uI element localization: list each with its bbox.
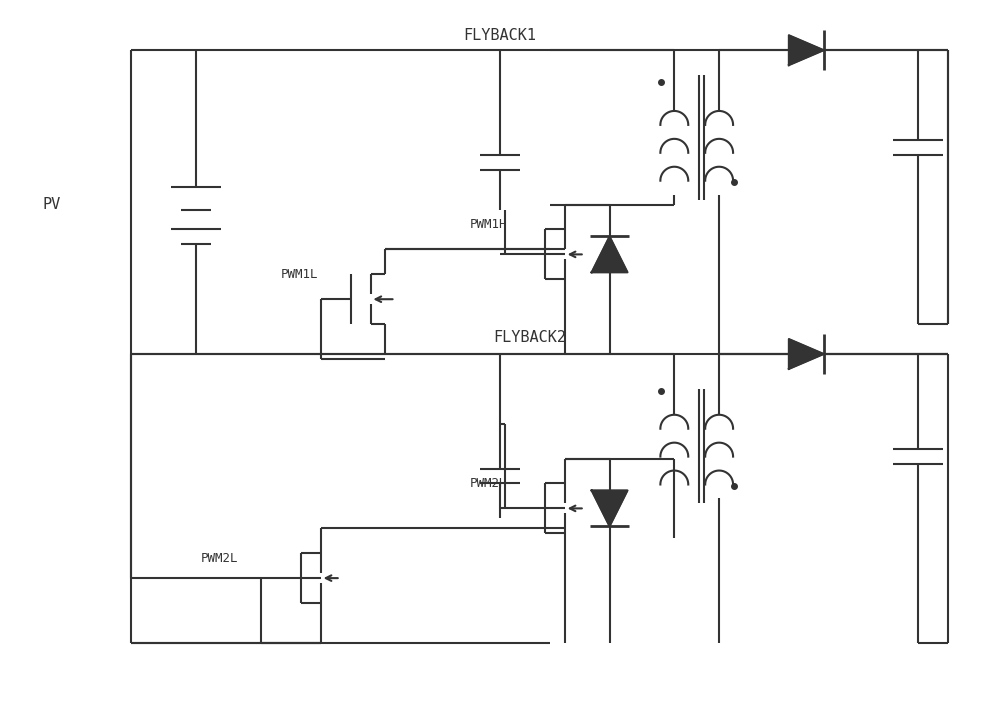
Text: PV: PV	[43, 197, 61, 212]
Polygon shape	[789, 339, 824, 369]
Text: PWM1L: PWM1L	[281, 268, 318, 281]
Polygon shape	[592, 237, 627, 272]
Polygon shape	[592, 491, 627, 526]
Text: FLYBACK2: FLYBACK2	[493, 330, 566, 345]
Text: PWM2L: PWM2L	[201, 552, 239, 564]
Text: PWM2H: PWM2H	[470, 477, 508, 490]
Text: PWM1H: PWM1H	[470, 218, 508, 231]
Text: FLYBACK1: FLYBACK1	[464, 28, 536, 43]
Polygon shape	[789, 35, 824, 65]
